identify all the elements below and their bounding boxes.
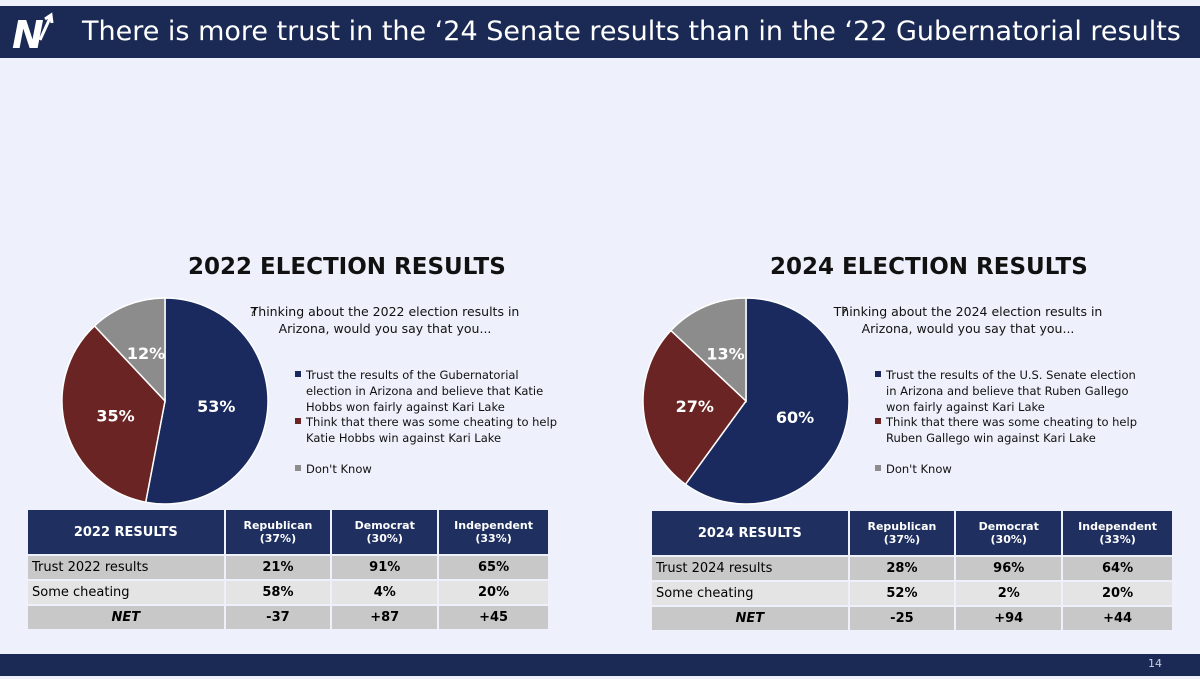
legend-item-trust-2022: Trust the results of the Gubernatorial e… xyxy=(295,367,560,415)
table-cell: 20% xyxy=(439,581,548,604)
pie-slice-dontknow xyxy=(93,297,166,403)
legend-swatch-cheat xyxy=(295,418,301,424)
pie-chart-2024: 60% 27% 13% xyxy=(642,297,850,505)
logo-icon: N xyxy=(12,12,54,54)
table-cell: +94 xyxy=(956,607,1062,630)
question-text-2022: Thinking about the 2022 election results… xyxy=(250,304,520,336)
pie-label-trust: 60% xyxy=(776,408,814,427)
legend-label: Trust the results of the U.S. Senate ele… xyxy=(886,368,1136,414)
footer-bar: 14 xyxy=(0,654,1200,676)
legend-item-trust-2024: Trust the results of the U.S. Senate ele… xyxy=(875,367,1140,415)
legend-label: Think that there was some cheating to he… xyxy=(306,415,558,445)
table-header: Democrat (30%) xyxy=(956,511,1062,555)
table-header: Independent (33%) xyxy=(1063,511,1172,555)
table-row: NET -37 +87 +45 xyxy=(28,606,548,629)
question-2024: ? Thinking about the 2024 election resul… xyxy=(823,303,1113,337)
table-cell: 64% xyxy=(1063,557,1172,580)
table-cell: +44 xyxy=(1063,607,1172,630)
table-row: Trust 2024 results 28% 96% 64% xyxy=(652,557,1172,580)
legend-label: Trust the results of the Gubernatorial e… xyxy=(306,368,544,414)
pie-slice-cheat xyxy=(642,329,747,486)
table-cell: 20% xyxy=(1063,582,1172,605)
section-title-2022: 2022 ELECTION RESULTS xyxy=(188,254,506,280)
pie-label-cheat: 27% xyxy=(676,397,714,416)
table-cell: 65% xyxy=(439,556,548,579)
question-text-2024: Thinking about the 2024 election results… xyxy=(833,304,1103,336)
pie-label-dontknow: 13% xyxy=(706,345,744,364)
table-cell: 52% xyxy=(849,582,955,605)
table-header: 2022 RESULTS xyxy=(28,510,224,554)
row-label: Trust 2024 results xyxy=(652,557,848,580)
legend-item-cheat-2022: Think that there was some cheating to he… xyxy=(295,414,560,446)
table-cell: 4% xyxy=(332,581,438,604)
pie-slice-trust xyxy=(144,297,269,505)
legend-swatch-dontknow xyxy=(295,465,301,471)
table-cell: +45 xyxy=(439,606,548,629)
question-2022: ? Thinking about the 2022 election resul… xyxy=(240,303,530,337)
table-header: 2024 RESULTS xyxy=(652,511,848,555)
legend-item-cheat-2024: Think that there was some cheating to he… xyxy=(875,414,1140,446)
row-label: Trust 2022 results xyxy=(28,556,224,579)
table-cell: 58% xyxy=(225,581,331,604)
table-cell: 2% xyxy=(956,582,1062,605)
pie-label-trust: 53% xyxy=(197,397,235,416)
legend-label: Don't Know xyxy=(886,462,952,476)
page-number: 14 xyxy=(1148,657,1162,670)
pie-slice-cheat xyxy=(61,324,166,504)
legend-label: Don't Know xyxy=(306,462,372,476)
legend-label: Think that there was some cheating to he… xyxy=(886,415,1138,445)
table-row: NET -25 +94 +44 xyxy=(652,607,1172,630)
header-bar: N There is more trust in the ‘24 Senate … xyxy=(0,6,1200,58)
row-label: Some cheating xyxy=(652,582,848,605)
logo-letter: N xyxy=(12,13,44,54)
question-mark-2022: ? xyxy=(250,304,257,319)
table-row: Trust 2022 results 21% 91% 65% xyxy=(28,556,548,579)
results-table-2024: 2024 RESULTS Republican (37%) Democrat (… xyxy=(650,509,1174,632)
pie-slice-dontknow xyxy=(669,297,747,403)
table-cell: -25 xyxy=(849,607,955,630)
pie-label-dontknow: 12% xyxy=(127,344,165,363)
section-title-2024: 2024 ELECTION RESULTS xyxy=(770,254,1088,280)
table-cell: -37 xyxy=(225,606,331,629)
table-cell: +87 xyxy=(332,606,438,629)
table-header: Independent (33%) xyxy=(439,510,548,554)
row-label: NET xyxy=(652,607,848,630)
legend-swatch-dontknow xyxy=(875,465,881,471)
row-label: Some cheating xyxy=(28,581,224,604)
legend-swatch-trust xyxy=(295,371,301,377)
question-mark-2024: ? xyxy=(841,304,848,319)
row-label: NET xyxy=(28,606,224,629)
table-cell: 96% xyxy=(956,557,1062,580)
pie-label-cheat: 35% xyxy=(96,406,134,425)
table-header: Republican (37%) xyxy=(225,510,331,554)
legend-swatch-trust xyxy=(875,371,881,377)
legend-item-dontknow-2024: Don't Know xyxy=(875,461,1140,477)
table-header: Democrat (30%) xyxy=(332,510,438,554)
pie-chart-2022: 53% 35% 12% xyxy=(61,297,269,505)
pie-slice-trust xyxy=(684,297,850,505)
results-table-2022: 2022 RESULTS Republican (37%) Democrat (… xyxy=(26,508,550,631)
table-row: Some cheating 52% 2% 20% xyxy=(652,582,1172,605)
table-cell: 28% xyxy=(849,557,955,580)
table-cell: 91% xyxy=(332,556,438,579)
legend-swatch-cheat xyxy=(875,418,881,424)
page-title: There is more trust in the ‘24 Senate re… xyxy=(82,16,1181,47)
table-row: Some cheating 58% 4% 20% xyxy=(28,581,548,604)
legend-item-dontknow-2022: Don't Know xyxy=(295,461,560,477)
table-header: Republican (37%) xyxy=(849,511,955,555)
table-cell: 21% xyxy=(225,556,331,579)
